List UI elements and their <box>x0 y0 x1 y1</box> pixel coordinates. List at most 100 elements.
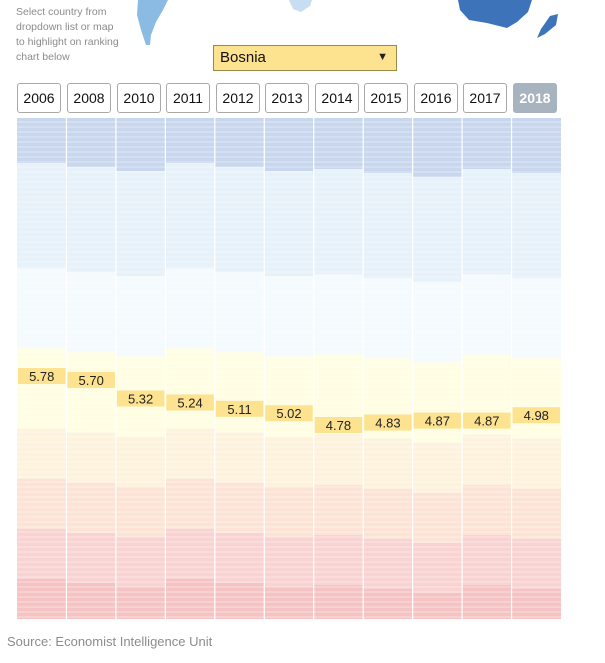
rank-band <box>165 118 215 164</box>
rank-band <box>264 536 314 587</box>
value-label: 4.87 <box>425 414 450 429</box>
year-tab-2018[interactable]: 2018 <box>513 83 557 113</box>
rank-band <box>17 268 67 349</box>
highlight-bar[interactable] <box>314 417 363 433</box>
rank-band <box>214 272 265 353</box>
rank-band <box>511 538 561 589</box>
rank-band <box>115 436 166 487</box>
instruction-line: Select country from <box>16 6 107 18</box>
rank-band <box>264 486 314 537</box>
year-tab-2006[interactable]: 2006 <box>17 83 61 113</box>
rank-band <box>462 434 512 485</box>
rank-band <box>214 167 265 273</box>
rank-band <box>412 282 463 363</box>
year-tab-2015[interactable]: 2015 <box>364 83 408 113</box>
year-tab-2010[interactable]: 2010 <box>117 83 161 113</box>
highlight-bar[interactable] <box>364 414 412 431</box>
rank-band <box>412 592 463 619</box>
year-tab-2011[interactable]: 2011 <box>166 83 210 113</box>
year-tab-2014[interactable]: 2014 <box>315 83 359 113</box>
rank-band <box>17 578 67 619</box>
rank-band <box>462 484 512 535</box>
rank-band <box>412 442 463 493</box>
rank-band <box>66 272 116 353</box>
rank-band <box>165 478 215 529</box>
rank-band <box>511 278 561 359</box>
instruction-line: chart below <box>16 51 70 63</box>
rank-band <box>66 582 116 619</box>
rank-band <box>115 171 166 277</box>
highlight-bar[interactable] <box>512 407 560 424</box>
rank-band <box>462 584 512 619</box>
rank-band <box>214 432 265 483</box>
rank-band <box>165 348 215 429</box>
year-tab-2017[interactable]: 2017 <box>463 83 507 113</box>
new-zealand-map-shape[interactable] <box>537 14 558 38</box>
rank-band <box>313 534 364 585</box>
year-tab-2008[interactable]: 2008 <box>67 83 111 113</box>
rank-band <box>115 486 166 537</box>
rank-band <box>511 118 561 174</box>
highlight-bar[interactable] <box>116 390 165 407</box>
year-tab-2013[interactable]: 2013 <box>265 83 309 113</box>
rank-band <box>165 268 215 349</box>
rank-band <box>412 362 463 443</box>
rank-band <box>264 171 314 277</box>
highlight-bar[interactable] <box>215 400 264 417</box>
rank-band <box>313 274 364 355</box>
year-tab-2012[interactable]: 2012 <box>216 83 260 113</box>
rank-band <box>214 532 265 583</box>
value-label: 5.02 <box>276 406 301 421</box>
dropdown-arrow-icon: ▼ <box>377 51 388 63</box>
rank-band <box>511 173 561 279</box>
rank-band <box>264 586 314 619</box>
year-tab-2016[interactable]: 2016 <box>414 83 458 113</box>
rank-band <box>511 588 561 619</box>
rank-band <box>462 534 512 585</box>
value-label: 5.24 <box>177 395 202 410</box>
rank-band <box>17 163 67 269</box>
rank-band <box>17 478 67 529</box>
highlight-bar[interactable] <box>265 405 313 422</box>
australia-map-shape[interactable] <box>458 0 532 28</box>
value-label: 4.83 <box>375 416 400 431</box>
rank-band <box>214 352 265 433</box>
highlight-bar[interactable] <box>166 394 214 411</box>
rank-band <box>66 532 116 583</box>
rank-band <box>313 118 364 170</box>
rank-band <box>115 276 166 357</box>
rank-band <box>165 428 215 479</box>
rank-band <box>363 588 413 619</box>
country-dropdown[interactable]: Bosnia ▼ <box>213 45 397 71</box>
value-label: 4.78 <box>326 418 351 433</box>
source-note: Source: Economist Intelligence Unit <box>7 634 213 649</box>
rank-band <box>214 482 265 533</box>
rank-band <box>462 274 512 355</box>
rank-band <box>313 434 364 485</box>
rank-band <box>115 118 166 172</box>
rank-band <box>17 528 67 579</box>
year-tabs: 2006 2008 2010 2011 2012 2013 2014 2015 2016 2017… <box>17 83 562 115</box>
rank-band <box>313 484 364 535</box>
rank-band <box>511 358 561 439</box>
highlight-bar[interactable] <box>463 412 511 429</box>
rank-band <box>264 356 314 437</box>
rank-band <box>17 118 67 164</box>
rank-band <box>214 118 265 168</box>
rank-band <box>363 118 413 174</box>
world-map-strip[interactable] <box>0 0 605 45</box>
rank-band <box>66 167 116 273</box>
instruction-text: Select country from dropdown list or map… <box>16 5 136 65</box>
highlight-bar[interactable] <box>18 368 66 384</box>
highlight-bar[interactable] <box>67 371 115 388</box>
value-label: 5.70 <box>79 373 104 388</box>
highlight-bar[interactable] <box>413 412 462 429</box>
rank-band <box>264 276 314 357</box>
country-dropdown-value: Bosnia <box>220 49 266 66</box>
rank-band <box>115 586 166 619</box>
rank-band <box>462 169 512 275</box>
rank-band <box>412 118 463 178</box>
south-america-map-shape[interactable] <box>137 0 168 45</box>
africa-map-shape[interactable] <box>289 0 312 12</box>
